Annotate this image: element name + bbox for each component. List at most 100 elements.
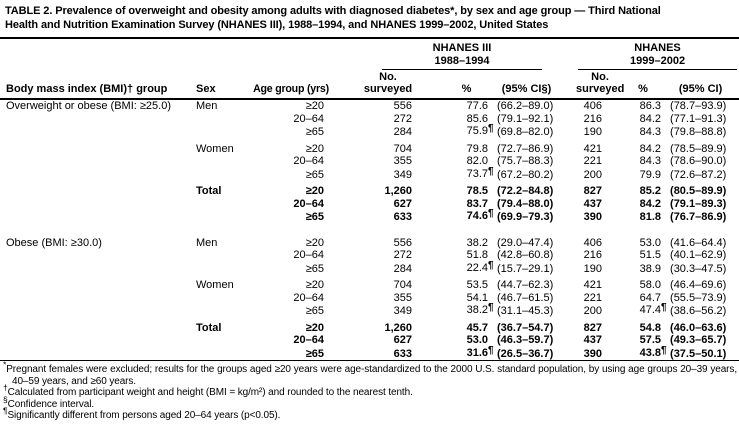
no-surveyed-nhanes9902-cell: 827 <box>583 185 603 197</box>
percent-nhanes9902-cell: 64.7 <box>624 292 662 305</box>
percent-nhanes9902-cell: 53.0 <box>624 224 662 250</box>
no-surveyed-nhanes9902-cell: 421 <box>583 279 603 291</box>
ci-nhanes9902-cell: (55.5–73.9) <box>670 291 727 304</box>
age-group-cell: ≥20 <box>305 142 324 155</box>
ci-nhanes9902-cell: (40.1–62.9) <box>670 249 727 261</box>
percent-value: 83.7 <box>466 197 488 210</box>
header-spacer <box>0 39 330 70</box>
percent-nhanes9902-cell: 81.8 <box>624 210 662 224</box>
no-surveyed-nhanes3-cell: 355 <box>393 291 412 304</box>
bmi-group-cell <box>0 304 196 318</box>
percent-value: 51.8 <box>466 249 488 261</box>
table-row: ≥65 349 38.2¶ (31.1–45.3) 200 47.4¶ (38.… <box>0 302 739 318</box>
sex-cell <box>196 198 252 211</box>
ci-nhanes9902-cell: (46.4–69.6) <box>670 279 727 291</box>
age-group-cell: 20–64 <box>293 112 324 125</box>
no-surveyed-nhanes9902-cell: 437 <box>583 334 603 346</box>
row-gap <box>564 210 576 224</box>
percent-value: 85.2 <box>639 185 662 197</box>
ci-nhanes9902-cell: (78.5–89.9) <box>670 142 727 155</box>
ci-nhanes9902-cell: (79.8–88.8) <box>670 126 727 138</box>
no-surveyed-nhanes3-cell: 284 <box>393 262 412 275</box>
percent-value: 53.0 <box>466 334 488 346</box>
no-surveyed-nhanes9902-cell: 421 <box>583 142 603 155</box>
row-gap <box>564 99 576 113</box>
percent-nhanes3-cell: 77.6 <box>418 99 489 113</box>
percent-value: 86.3 <box>639 100 662 112</box>
percent-nhanes3-cell: 53.0 <box>418 334 489 347</box>
bmi-group-cell <box>0 275 196 292</box>
footnote-text: Confidence interval. <box>7 398 95 410</box>
percent-nhanes3-cell: 74.6¶ <box>466 208 494 222</box>
surveyed-label: surveyed <box>363 82 413 95</box>
percent-nhanes3-cell: 45.7 <box>418 318 489 335</box>
age-group-cell: ≥65 <box>305 168 324 181</box>
age-group-cell: 20–64 <box>293 334 324 346</box>
footnote-text: Pregnant females were excluded; results … <box>6 364 737 387</box>
footnote-text: Significantly different from persons age… <box>7 410 281 422</box>
percent-value: 51.5 <box>639 249 662 261</box>
bmi-group-cell <box>0 347 196 361</box>
bmi-group-cell <box>0 292 196 305</box>
nhanes9902-years: 1999–2002 <box>630 54 686 67</box>
no-surveyed-nhanes3-cell: 349 <box>393 305 412 317</box>
row-gap <box>564 334 576 347</box>
table-row: ≥65 284 75.9¶ (69.8–82.0) 190 84.3 (79.8… <box>0 123 739 139</box>
percent-value: 79.8 <box>466 142 488 155</box>
percent-nhanes3-cell: 73.7¶ <box>466 165 494 180</box>
row-gap <box>564 198 576 211</box>
sex-cell <box>196 125 252 139</box>
no-label: No. <box>379 71 397 83</box>
row-gap <box>564 318 576 335</box>
row-gap <box>564 347 576 361</box>
ci-nhanes9902-cell: (38.6–56.2) <box>670 305 727 317</box>
age-group-cell: ≥65 <box>305 347 324 360</box>
ci-nhanes3-cell: (42.8–60.8) <box>497 249 554 261</box>
col-header-ci-1: (95% CI§) <box>489 70 565 100</box>
percent-value: 85.6 <box>466 112 488 125</box>
ci-nhanes9902-cell: (78.6–90.0) <box>670 155 727 167</box>
footnote-marker: § <box>3 394 8 405</box>
sex-cell <box>196 210 252 224</box>
sex-cell: Total <box>196 321 222 334</box>
ci-nhanes9902-cell: (76.7–86.9) <box>670 211 727 223</box>
table-row: 20–64 272 85.6 (79.1–92.1) 216 84.2 (77.… <box>0 113 739 126</box>
percent-value: 38.2 <box>466 304 488 316</box>
ci-nhanes3-cell: (46.7–61.5) <box>497 291 554 304</box>
percent-value: 38.2 <box>466 236 488 249</box>
ci-nhanes9902-cell: (78.7–93.9) <box>670 100 727 112</box>
ci-nhanes3-cell: (44.7–62.3) <box>497 279 554 291</box>
ci-nhanes3-cell: (31.1–45.3) <box>497 305 554 317</box>
no-surveyed-nhanes9902-cell: 390 <box>583 211 603 223</box>
percent-value: 57.5 <box>639 334 662 346</box>
table-title-line2: Health and Nutrition Examination Survey … <box>5 19 549 31</box>
table-row: 20–64 272 51.8 (42.8–60.8) 216 51.5 (40.… <box>0 249 739 262</box>
bmi-group-cell <box>0 198 196 211</box>
bmi-group-cell <box>0 113 196 126</box>
no-surveyed-nhanes9902-cell: 200 <box>583 305 603 317</box>
age-group-cell: ≥65 <box>305 126 324 138</box>
row-gap <box>564 224 576 250</box>
table-row: ≥65 633 31.6¶ (26.5–36.7) 390 43.8¶ (37.… <box>0 345 739 361</box>
percent-value: 84.3 <box>639 126 662 138</box>
age-group-cell: ≥20 <box>305 185 324 197</box>
column-header-row: Body mass index (BMI)† group Sex Age gro… <box>0 70 739 100</box>
nhanes9902-group-header: NHANES 1999–2002 <box>576 39 739 70</box>
percent-value: 64.7 <box>639 291 662 304</box>
percent-value: 43.8 <box>639 346 662 359</box>
no-surveyed-nhanes9902-cell: 190 <box>583 126 603 138</box>
percent-nhanes9902-cell: 84.2 <box>624 198 662 211</box>
percent-value: 38.9 <box>639 262 662 275</box>
percent-nhanes3-cell: 54.1 <box>418 292 489 305</box>
percent-value: 73.7 <box>466 167 488 180</box>
row-gap <box>564 113 576 126</box>
col-header-bmi-group: Body mass index (BMI)† group <box>0 70 196 100</box>
col-header-percent-1: % <box>418 70 489 100</box>
table-header: NHANES III 1988–1994 NHANES 1999–2002 Bo… <box>0 39 739 100</box>
percent-nhanes3-cell: 38.2¶ <box>466 302 494 316</box>
percent-value: 31.6 <box>466 346 488 359</box>
age-group-cell: 20–64 <box>293 197 324 210</box>
sex-cell <box>196 113 252 126</box>
sex-cell <box>196 155 252 168</box>
percent-nhanes3-cell: 53.5 <box>418 275 489 292</box>
